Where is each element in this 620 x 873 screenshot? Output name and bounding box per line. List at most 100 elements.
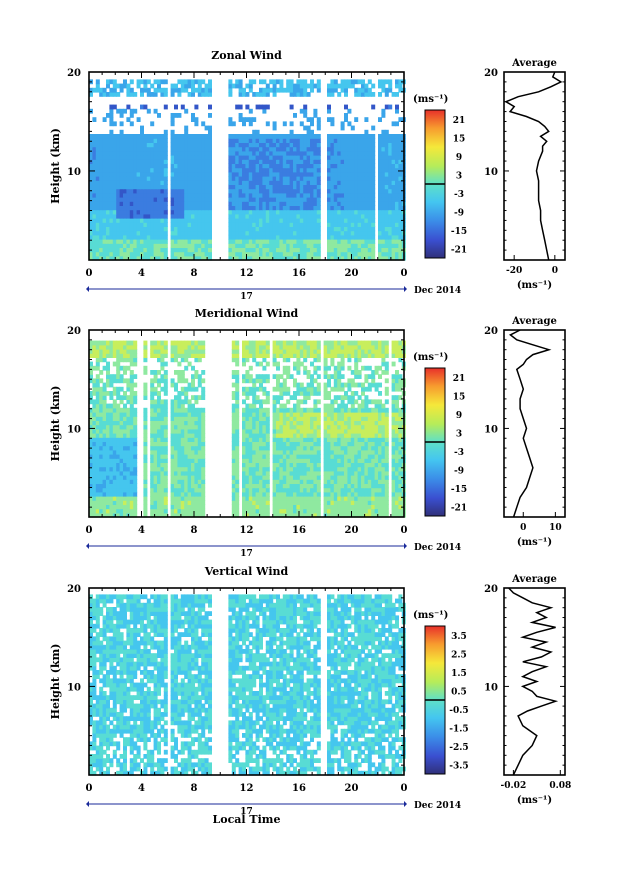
heatmap-cell [140,142,144,148]
heatmap-cell [276,512,280,518]
heatmap-cell [92,500,97,505]
heatmap-cell [136,239,141,244]
heatmap-cell [286,167,291,173]
heatmap-cell [398,117,403,122]
heatmap-cell [269,184,274,190]
heatmap-cell [133,205,138,211]
heatmap-cell [367,163,372,169]
heatmap-cell [106,226,110,232]
heatmap-cell [146,209,151,215]
heatmap-cell [262,437,267,442]
heatmap-cell [106,437,110,442]
heatmap-cell [109,184,114,190]
heatmap-cell [109,226,114,232]
heatmap-cell [177,234,182,240]
heatmap-cell [316,121,321,127]
heatmap-cell [245,424,250,430]
heatmap-cell [327,87,331,93]
heatmap-cell [126,176,131,181]
heatmap-cell [384,146,389,152]
heatmap-cell [92,218,97,223]
heatmap-cell [153,87,158,93]
heatmap-cell [323,441,328,447]
heatmap-cell [279,180,284,185]
heatmap-cell [123,407,127,413]
heatmap-cell [208,255,212,261]
heatmap-cell [160,412,165,417]
heatmap-cell [95,197,100,202]
heatmap-cell [235,171,240,177]
heatmap-cell [92,441,97,447]
heatmap-cell [323,458,328,463]
heatmap-cell [235,239,240,244]
heatmap-cell [163,251,168,257]
heatmap-cell [391,416,396,421]
heatmap-cell [378,197,382,202]
colorbar-tick-label: -3 [454,190,464,200]
heatmap-cell [235,134,240,139]
heatmap-cell [129,483,134,489]
heatmap-cell [194,462,199,468]
heatmap-cell [395,218,399,223]
heatmap-cell [333,247,338,253]
heatmap-cell [282,222,287,227]
heatmap-cell [381,159,386,164]
heatmap-cell [126,205,131,211]
heatmap-cell [170,504,175,510]
heatmap-cell [153,138,158,143]
heatmap-cell [289,83,294,89]
heatmap-cell [293,255,297,261]
heatmap-cell [201,243,206,248]
heatmap-cell [157,445,161,451]
heatmap-cell [89,487,93,493]
heatmap-cell [255,222,260,227]
heatmap-cell [272,213,277,219]
heatmap-cell [177,479,182,484]
heatmap-cell [106,201,110,206]
heatmap-cell [197,79,202,85]
heatmap-cell [371,475,376,480]
heatmap-cell [116,155,121,160]
heatmap-cell [153,79,158,85]
heatmap-cell [313,222,318,227]
heatmap-cell [265,239,270,244]
heatmap-cell [136,142,141,148]
heatmap-cell [180,420,185,426]
heatmap-cell [388,87,393,93]
heatmap-cell [112,163,117,169]
heatmap-cell [282,180,287,185]
heatmap-cell [293,146,297,152]
heatmap-cell [194,491,199,497]
heatmap-cell [269,188,274,194]
heatmap-cell [327,433,331,438]
heatmap-cell [106,483,110,489]
heatmap-cell [289,129,294,135]
heatmap-cell [123,504,127,510]
heatmap-cell [157,205,161,211]
heatmap-cell [310,491,314,497]
heatmap-cell [381,251,386,257]
heatmap-cell [231,454,236,459]
heatmap-cell [231,83,236,89]
heatmap-cell [170,416,175,421]
heatmap-cell [330,155,335,160]
heatmap-cell [299,449,304,455]
heatmap-cell [340,251,345,257]
heatmap-cell [371,230,376,236]
heatmap-cell [350,437,355,442]
heatmap-cell [252,222,257,227]
heatmap-cell [89,146,93,152]
heatmap-cell [310,462,314,468]
heatmap-cell [265,146,270,152]
heatmap-cell [238,247,243,253]
heatmap-cell [371,496,376,501]
heatmap-cell [367,479,372,484]
heatmap-cell [106,424,110,430]
heatmap-cell [265,83,270,89]
heatmap-cell [371,445,376,451]
heatmap-cell [184,496,189,501]
heatmap-cell [201,470,206,476]
heatmap-cell [252,441,257,447]
heatmap-cell [384,205,389,211]
heatmap-cell [299,462,304,468]
